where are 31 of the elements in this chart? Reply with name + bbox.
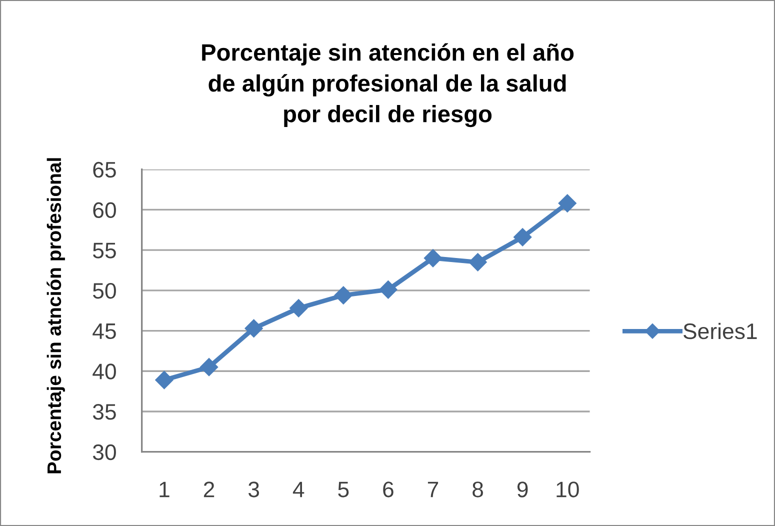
y-tick-label: 40 xyxy=(92,364,116,380)
y-tick-label: 35 xyxy=(92,404,116,420)
point xyxy=(379,280,398,299)
y-tick-label: 55 xyxy=(93,242,116,258)
point xyxy=(424,249,442,268)
point xyxy=(334,286,352,304)
point xyxy=(468,253,487,272)
y-tick-label: 50 xyxy=(93,282,116,299)
y-tick-label: 65 xyxy=(93,162,116,178)
y-tick-label: 60 xyxy=(93,202,116,218)
x-tick-label: 7 xyxy=(428,482,438,498)
x-tick-label: 6 xyxy=(383,482,394,498)
x-tick-label: 1 xyxy=(160,482,170,498)
point xyxy=(200,358,218,376)
y-axis-title: Porcentaje sin atnción profesional xyxy=(46,158,65,474)
y-tick-label: 45 xyxy=(92,324,116,340)
x-tick-label: 4 xyxy=(292,482,304,498)
x-tick-label: 2 xyxy=(204,482,214,498)
x-tick-label: 5 xyxy=(338,482,349,498)
point xyxy=(558,194,576,212)
x-tick-label: 10 xyxy=(556,482,579,498)
legend-label: Series1 xyxy=(684,322,757,340)
y-tick-label: 30 xyxy=(92,444,116,460)
point xyxy=(155,370,174,390)
x-tick-label: 9 xyxy=(517,482,528,498)
x-tick-label: 3 xyxy=(248,482,260,498)
x-tick-label: 8 xyxy=(472,482,483,498)
chart-title: Porcentaje sin atención en el año de algún profesional de la salud por decil de riesgo xyxy=(202,43,574,128)
point xyxy=(244,319,263,338)
point xyxy=(290,299,308,318)
point xyxy=(514,228,532,246)
